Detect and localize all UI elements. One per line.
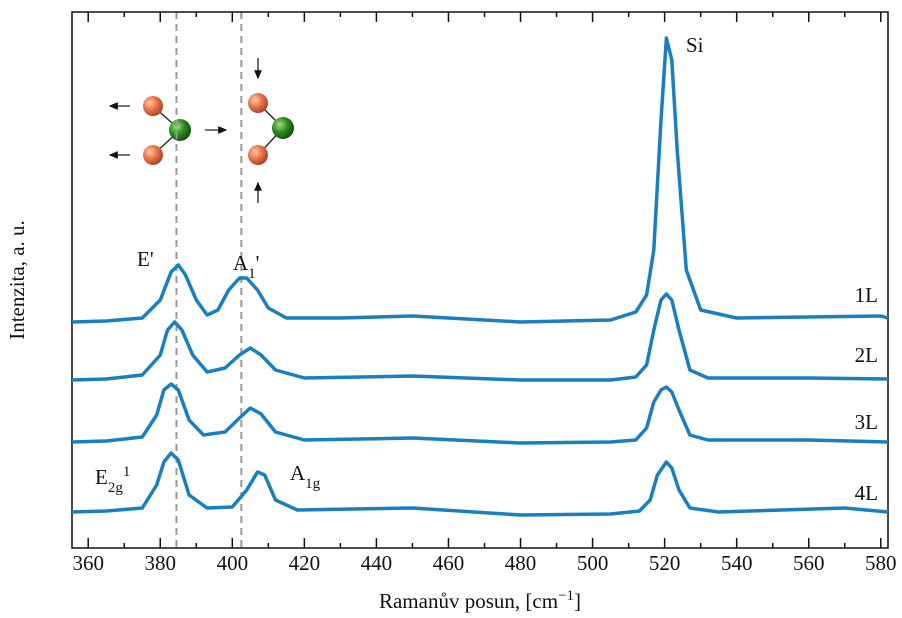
x-tick-label: 580: [865, 551, 897, 575]
molecule-icons: [108, 58, 294, 203]
text-part: A: [233, 251, 249, 275]
x-tick-label: 440: [361, 551, 393, 575]
plot-frame: [71, 11, 889, 549]
x-tick-label: 480: [505, 551, 537, 575]
text-part: 1: [248, 266, 256, 282]
spectrum-line: [71, 451, 889, 517]
peak-annotation: A1': [233, 251, 259, 282]
peak-annotation: Si: [686, 33, 704, 57]
series-label: 2L: [855, 343, 878, 367]
text-part: A: [290, 461, 306, 485]
text-part: 1g: [305, 476, 321, 492]
x-tick-label: 400: [217, 551, 249, 575]
text-part: 2g: [108, 480, 124, 496]
spectrum-line: [71, 382, 889, 445]
x-tick-label: 500: [577, 551, 609, 575]
text-part: ]: [574, 589, 581, 613]
series-label: 3L: [855, 410, 878, 434]
x-tick-label: 520: [649, 551, 681, 575]
series-label: 1L: [855, 283, 878, 307]
text-part: 1: [123, 464, 131, 480]
peak-annotation: E': [137, 247, 154, 271]
series-label: 4L: [855, 481, 878, 505]
text-part: −1: [558, 588, 574, 604]
x-axis-label: Ramanův posun, [cm−1]: [379, 588, 581, 613]
x-tick-label: 360: [72, 551, 104, 575]
x-tick-label: 560: [793, 551, 825, 575]
x-tick-label: 460: [433, 551, 465, 575]
x-tick-label: 380: [145, 551, 177, 575]
text-part: ': [256, 251, 260, 275]
text-part: E: [95, 465, 108, 489]
peak-annotation: A1g: [290, 461, 321, 492]
y-axis-label: Intenzita, a. u.: [5, 220, 29, 340]
spectrum-line: [71, 36, 889, 324]
x-tick-label: 420: [289, 551, 321, 575]
x-tick-label: 540: [721, 551, 753, 575]
spectrum-line: [71, 292, 889, 382]
text-part: Ramanův posun, [cm: [379, 589, 558, 613]
peak-annotation: E2g1: [95, 464, 130, 496]
